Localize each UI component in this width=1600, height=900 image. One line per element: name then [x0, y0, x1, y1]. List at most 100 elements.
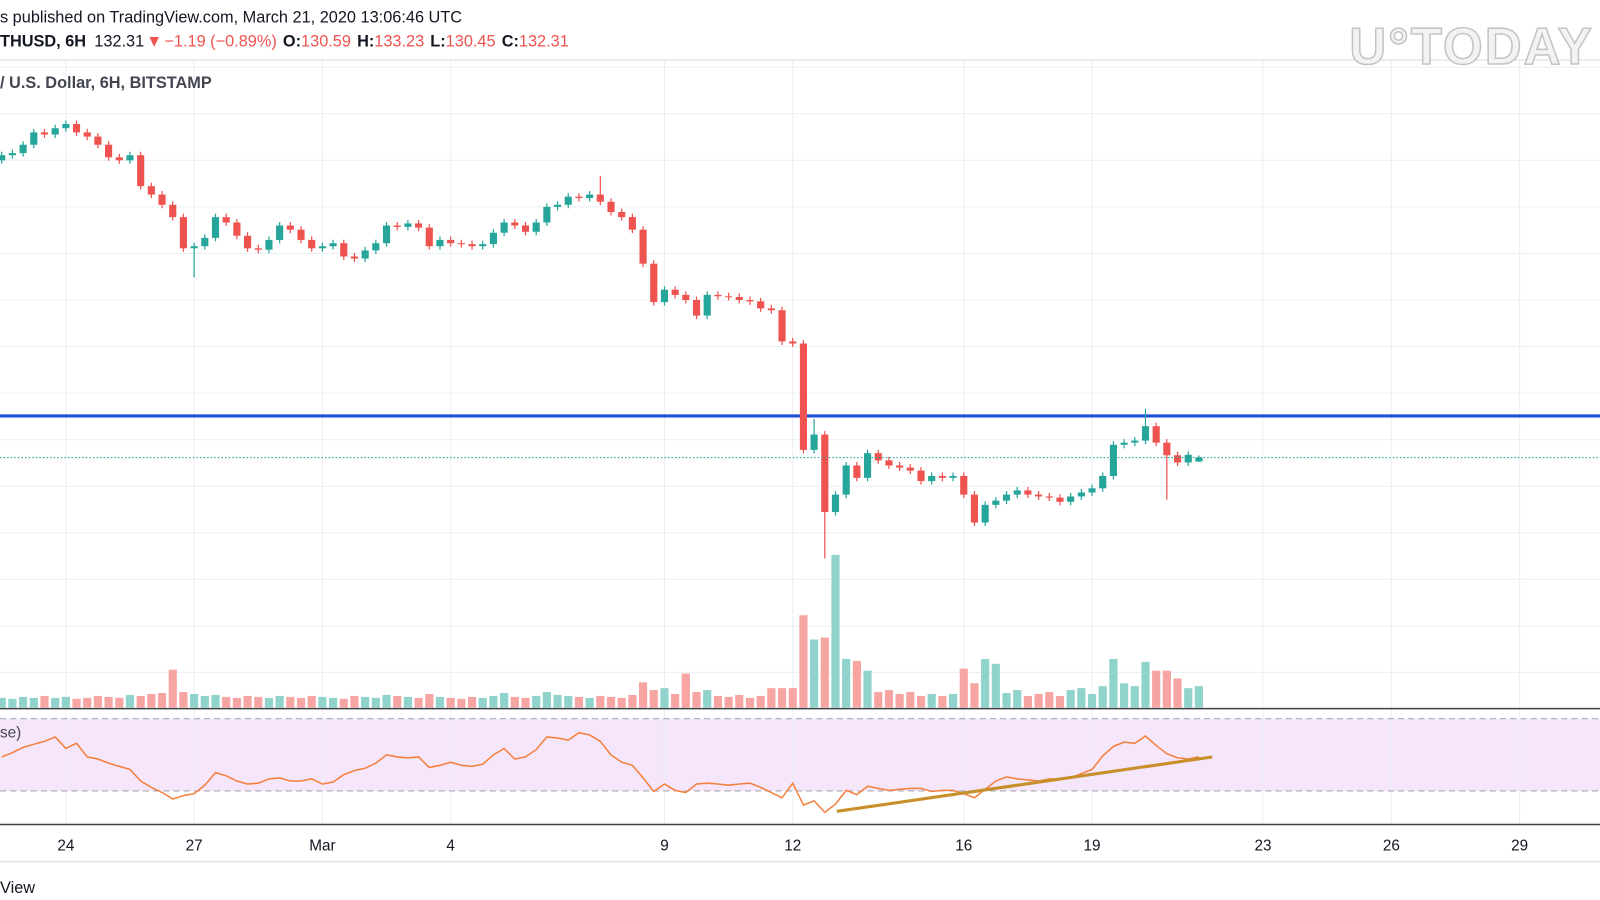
volume-bar — [681, 673, 690, 708]
volume-bar — [970, 683, 979, 708]
volume-bar — [810, 639, 819, 708]
candle-body — [382, 225, 391, 244]
candle-body — [928, 475, 936, 482]
candle-body — [1173, 455, 1182, 463]
volume-bar — [264, 697, 274, 708]
volume-bar — [115, 697, 124, 708]
high-value: 133.23 — [374, 32, 424, 50]
candle-body — [436, 239, 444, 247]
volume-bar — [713, 695, 722, 708]
volume-bar — [1184, 688, 1193, 708]
candle-body — [62, 124, 70, 129]
candle-body — [692, 299, 701, 316]
candle-body — [981, 504, 989, 523]
candle-body — [350, 256, 359, 259]
candle-body — [297, 229, 305, 240]
candle-body — [147, 186, 155, 195]
volume-bar — [200, 695, 209, 708]
candle-body — [831, 494, 840, 513]
candle-body — [639, 229, 647, 264]
candle-body — [960, 475, 968, 495]
candle-body — [361, 250, 369, 259]
x-tick-label: 19 — [1084, 837, 1101, 854]
candle-body — [329, 243, 337, 247]
candle-body — [19, 144, 27, 154]
candle-body — [115, 157, 123, 161]
candle-body — [532, 222, 540, 232]
candle-body — [72, 124, 81, 133]
volume-bar — [874, 692, 883, 708]
candle-body — [8, 153, 16, 156]
x-tick-label: 16 — [955, 837, 972, 854]
volume-bar — [692, 692, 701, 708]
volume-bar — [8, 698, 17, 708]
x-tick-label: 23 — [1255, 837, 1272, 854]
volume-bar — [307, 695, 316, 708]
candle-body — [1045, 496, 1053, 498]
volume-bar — [799, 615, 808, 708]
symbol: THUSD, 6H — [0, 32, 86, 50]
candle-body — [222, 217, 230, 223]
volume-bar — [1120, 683, 1129, 708]
volume-bar — [500, 693, 509, 708]
candle-body — [821, 434, 829, 513]
volume-bar — [414, 697, 423, 708]
candle-body — [725, 296, 733, 298]
candle-body — [243, 235, 252, 249]
volume-bar — [125, 694, 135, 708]
volume-bar — [1130, 686, 1139, 708]
volume-bar — [1002, 693, 1011, 708]
volume-bar — [1173, 678, 1182, 708]
candle-body — [404, 223, 412, 227]
volume-bar — [0, 697, 6, 708]
volume-bar — [1066, 690, 1075, 708]
candle-body — [682, 294, 690, 300]
candle-body — [618, 212, 626, 218]
volume-bar — [981, 658, 990, 708]
volume-bar — [286, 696, 295, 708]
volume-bar — [831, 554, 840, 708]
volume-bar — [1034, 693, 1043, 708]
close-value: 132.31 — [519, 32, 569, 50]
x-tick-label: Mar — [309, 837, 335, 854]
volume-bar — [211, 694, 220, 708]
candle-body — [105, 144, 113, 158]
volume-bar — [521, 697, 530, 708]
candle-body — [276, 225, 284, 240]
volume-bar — [628, 694, 637, 708]
candle-body — [799, 343, 807, 450]
candle-body — [874, 453, 882, 461]
volume-bar — [703, 690, 712, 708]
open-value: 130.59 — [301, 32, 351, 50]
volume-bar — [820, 637, 829, 708]
volume-bar — [147, 693, 156, 708]
candle-body — [1088, 488, 1096, 493]
volume-bar — [393, 695, 402, 708]
volume-bar — [19, 696, 28, 708]
candle-body — [863, 453, 872, 478]
volume-bar — [959, 668, 968, 708]
volume-bar — [425, 693, 434, 708]
volume-bar — [564, 695, 573, 708]
candle-body — [778, 310, 786, 342]
volume-bar — [296, 697, 306, 708]
volume-bar — [93, 695, 102, 708]
candle-body — [671, 289, 679, 295]
last-price: 132.31 — [94, 32, 144, 50]
change: −1.19 (−0.89%) — [164, 32, 276, 50]
volume-bar — [777, 688, 787, 708]
volume-bar — [660, 688, 669, 708]
candle-body — [447, 239, 455, 244]
footer-text: View — [0, 879, 35, 897]
volume-bar — [1162, 670, 1171, 708]
volume-bar — [243, 695, 252, 708]
rsi-line — [1, 731, 1200, 814]
x-tick-label: 26 — [1383, 837, 1400, 854]
candle-body — [586, 194, 594, 199]
candle-body — [158, 194, 166, 205]
candle-body — [1035, 494, 1043, 497]
candle-body — [703, 294, 711, 316]
volume-bar — [1152, 670, 1161, 708]
